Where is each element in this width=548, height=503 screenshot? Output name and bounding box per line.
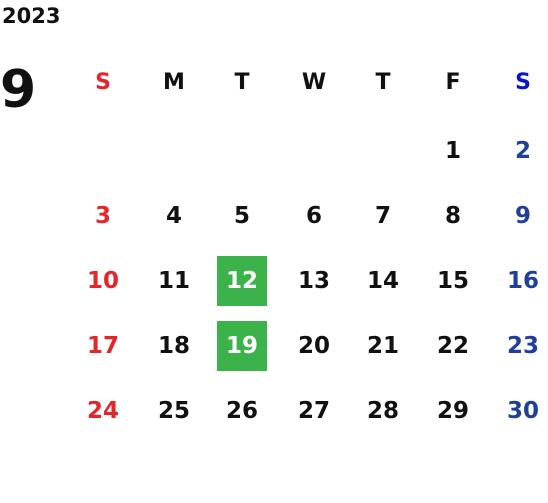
- day: 11: [157, 268, 190, 294]
- day: 9: [514, 203, 531, 229]
- day: 21: [366, 333, 399, 359]
- month: 9: [0, 60, 37, 120]
- day: 22: [436, 333, 469, 359]
- weekday-header: M: [163, 69, 185, 95]
- day: 15: [436, 268, 469, 294]
- day: 1: [444, 138, 461, 164]
- day: 28: [366, 398, 399, 424]
- day: 2: [514, 138, 531, 164]
- weekday-header: F: [445, 69, 461, 95]
- weekday-header: T: [234, 69, 250, 95]
- day: 8: [444, 203, 461, 229]
- day: 29: [436, 398, 469, 424]
- day: 5: [233, 203, 250, 229]
- highlighted-day: 19: [217, 321, 267, 371]
- day: 10: [86, 268, 119, 294]
- weekday-header: S: [95, 69, 111, 95]
- weekday-header: W: [301, 69, 327, 95]
- day: 27: [297, 398, 330, 424]
- day: 6: [305, 203, 322, 229]
- day: 30: [506, 398, 539, 424]
- day: 24: [86, 398, 119, 424]
- day: 23: [506, 333, 539, 359]
- day: 7: [374, 203, 391, 229]
- day: 18: [157, 333, 190, 359]
- day: 13: [297, 268, 330, 294]
- day: 16: [506, 268, 539, 294]
- weekday-header: T: [375, 69, 391, 95]
- day: 17: [86, 333, 119, 359]
- day: 3: [94, 203, 111, 229]
- weekday-header: S: [515, 69, 531, 95]
- day: 4: [165, 203, 182, 229]
- day: 14: [366, 268, 399, 294]
- day: 25: [157, 398, 190, 424]
- highlighted-day: 12: [217, 256, 267, 306]
- year: 2023: [2, 4, 61, 28]
- day: 26: [225, 398, 258, 424]
- day: 20: [297, 333, 330, 359]
